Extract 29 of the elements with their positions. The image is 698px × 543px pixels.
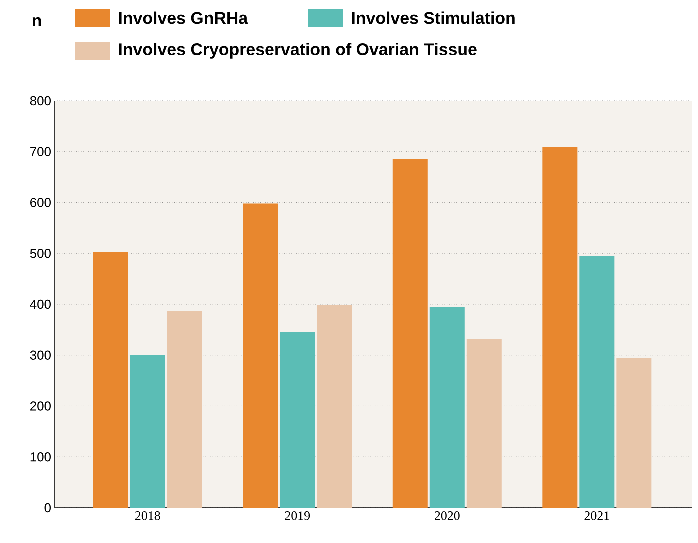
x-tick-label: 2019 [285,512,310,520]
bar [167,311,202,508]
y-tick-label: 800 [30,96,51,106]
bar [580,256,615,508]
legend-label: Involves Cryopreservation of Ovarian Tissue [119,43,477,59]
bar [616,358,652,508]
bar [542,147,578,508]
bar [130,355,166,508]
y-tick-label: 100 [30,452,51,462]
bar [466,339,502,508]
x-tick-label: 2020 [435,512,460,520]
legend-label: Involves GnRHa [119,12,248,24]
legend-label: Involves Stimulation [352,12,515,24]
y-axis-title: n [32,17,42,27]
bar [93,252,128,508]
y-tick-label: 300 [30,350,51,360]
y-tick-label: 500 [30,249,51,258]
bar [392,159,428,508]
x-tick-label: 2021 [584,512,610,520]
bar [243,204,278,508]
y-tick-label: 0 [44,503,51,513]
y-tick-label: 200 [30,402,51,411]
bar [430,307,465,508]
y-tick-label: 700 [30,147,51,156]
bar [317,306,352,508]
x-tick-label: 2018 [135,512,160,520]
y-tick-label: 400 [30,300,51,310]
bar [280,332,316,508]
y-tick-label: 600 [30,198,51,208]
